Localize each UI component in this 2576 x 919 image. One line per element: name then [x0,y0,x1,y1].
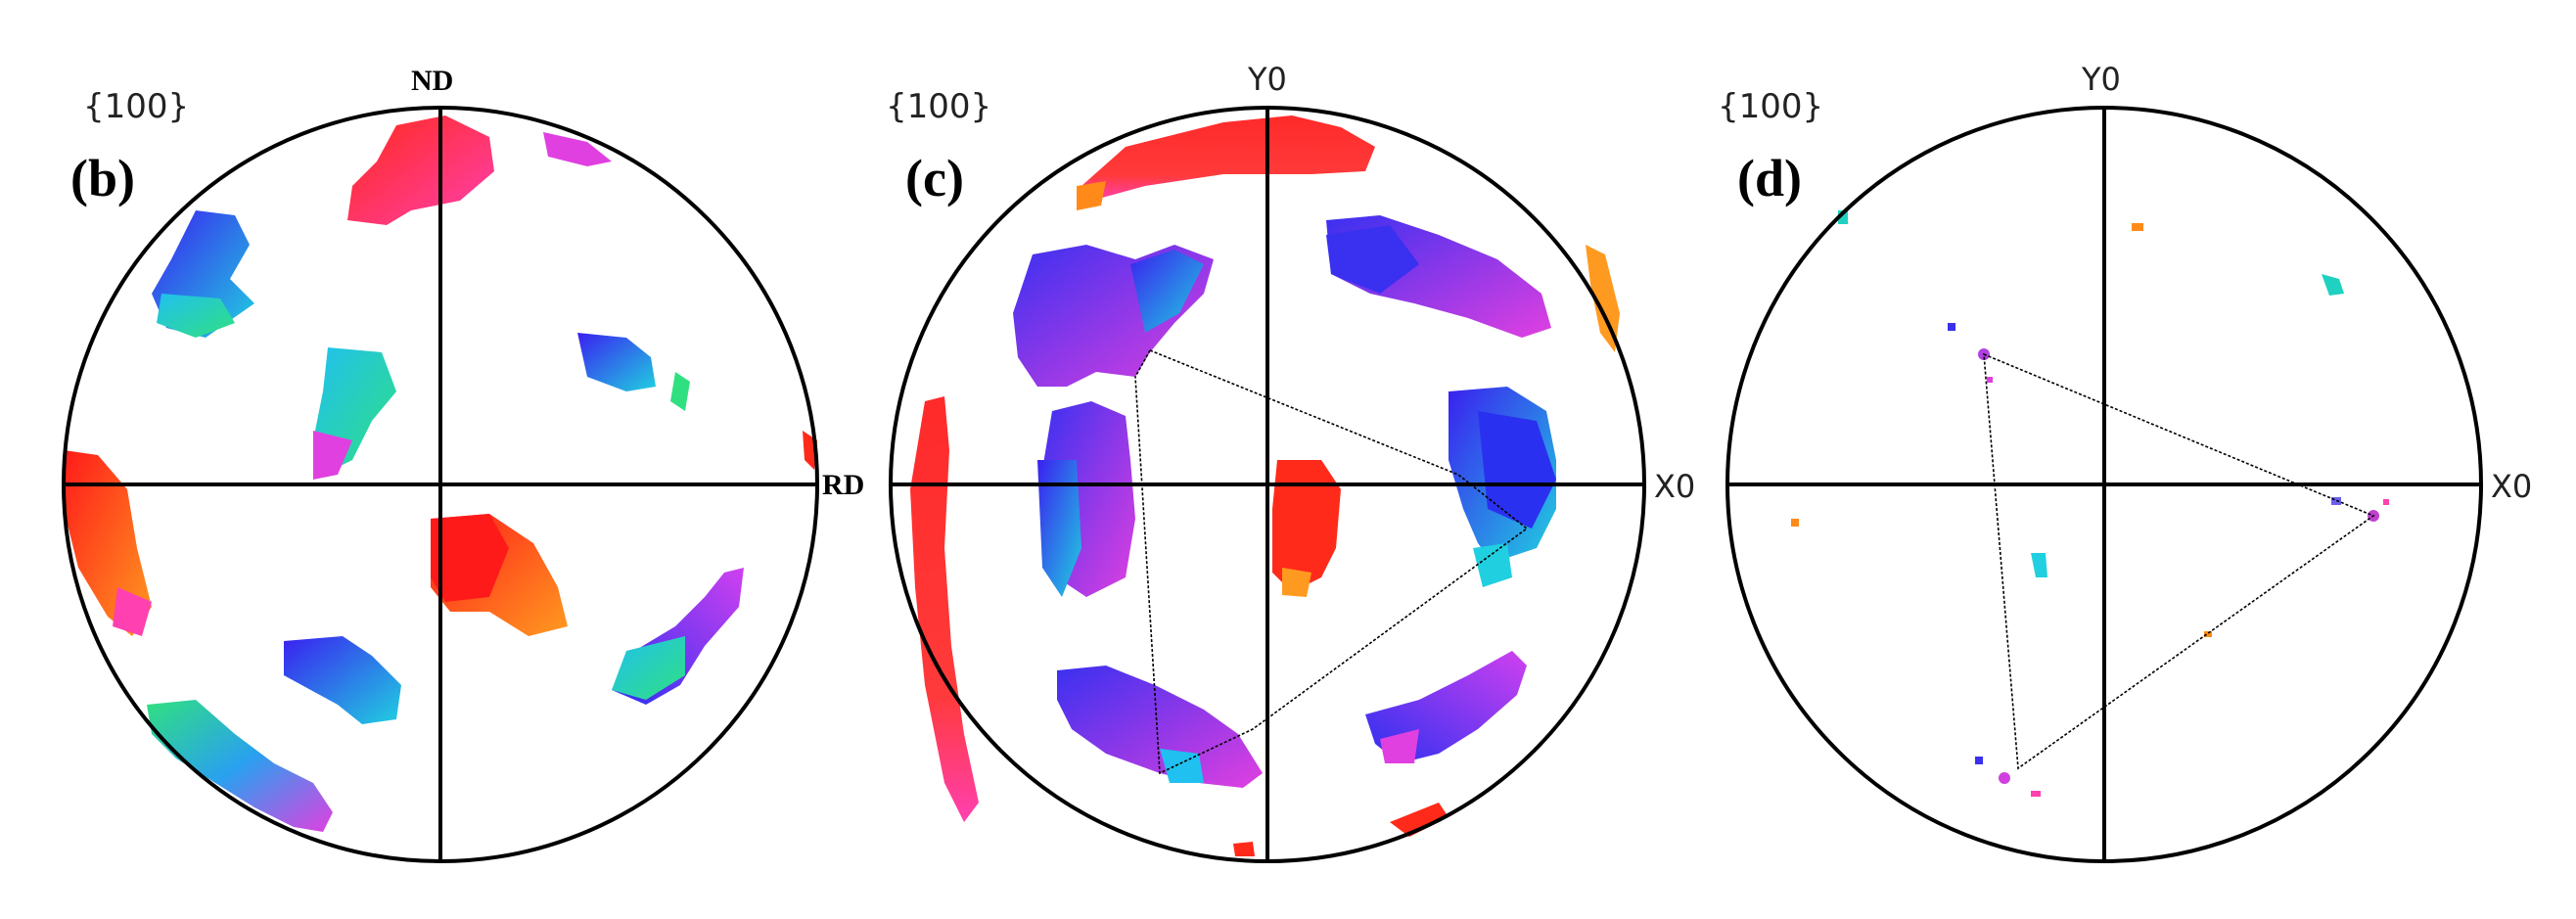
cluster-c-left-inner-blue [1037,460,1081,597]
cluster-c-top-arc-orange [1077,181,1106,210]
cluster-c-bottom-center-red [1233,842,1255,856]
spot-d-7 [1791,519,1799,527]
cluster-c-lower-left [1057,666,1263,788]
spot-d-1 [1838,210,1848,224]
spot-d-13 [1975,757,1983,764]
spot-d-6 [1987,377,1993,383]
panel-b: {100} (b) ND RD [62,65,864,863]
cluster-c-upper-left-cyan [1130,250,1204,333]
panel-c: {100} (c) Y0 X0 [886,61,1695,863]
panel-b-right-axis-label: RD [822,469,864,501]
cluster-b-lower-left [147,700,333,832]
cluster-b-center-red [431,514,509,602]
cluster-b-lower-right-green [612,636,685,700]
panel-d: {100} (d) Y0 X0 [1718,61,2532,863]
panel-b-letter: (b) [70,149,135,207]
cluster-c-center [1272,460,1341,592]
cluster-c-right-inner-blue [1478,411,1556,528]
panel-b-pole-clusters [64,115,817,832]
spot-d-12 [2204,631,2212,637]
cluster-b-right-mid-green [670,372,690,411]
panel-b-plane-label: {100} [83,87,189,126]
cluster-b-upper-left-green [157,294,235,338]
cluster-c-bottom-red [1390,803,1449,837]
panel-d-right-axis-label: X0 [2491,468,2532,505]
cluster-c-right-inner-cyan [1473,543,1512,587]
cluster-c-right-edge-orange [1586,245,1620,352]
spot-d-14 [1999,772,2010,784]
panel-b-top-axis-label: ND [411,65,453,97]
spot-d-11 [2383,499,2389,505]
spot-d-4 [1948,323,1955,331]
cluster-b-top [347,115,494,225]
spot-d-9 [2331,497,2341,505]
panel-d-triangle [1983,352,2375,770]
panel-c-triangle [1134,349,1529,775]
cluster-c-top-arc [1081,115,1375,201]
cluster-c-center-orange [1282,568,1311,597]
cluster-b-lower-center [284,636,401,724]
panel-c-right-axis-label: X0 [1654,468,1695,505]
cluster-b-right-mid [577,333,656,391]
panel-d-pole-clusters [1791,210,2389,797]
panel-c-plane-label: {100} [886,87,991,126]
cluster-c-upper-right-blue [1326,225,1419,294]
spot-d-2 [2132,223,2143,231]
cluster-c-lower-left-cyan [1160,749,1204,783]
panel-c-pole-clusters [910,115,1620,856]
panel-c-letter: (c) [905,149,964,207]
panel-d-plane-label: {100} [1718,87,1823,126]
spot-d-8 [2031,553,2047,577]
cluster-c-lower-right-pink [1380,729,1419,763]
panel-d-top-axis-label: Y0 [2081,61,2121,98]
panel-d-letter: (d) [1737,149,1802,207]
spot-d-15 [2031,791,2041,797]
cluster-c-left-arc [910,396,979,822]
cluster-b-center-left-pink [313,431,352,480]
cluster-b-top-right [543,132,612,166]
spot-d-3 [2322,274,2344,296]
cluster-b-left-edge [64,450,152,636]
panel-c-top-axis-label: Y0 [1247,61,1287,98]
cluster-b-left-edge-pink [113,587,152,636]
